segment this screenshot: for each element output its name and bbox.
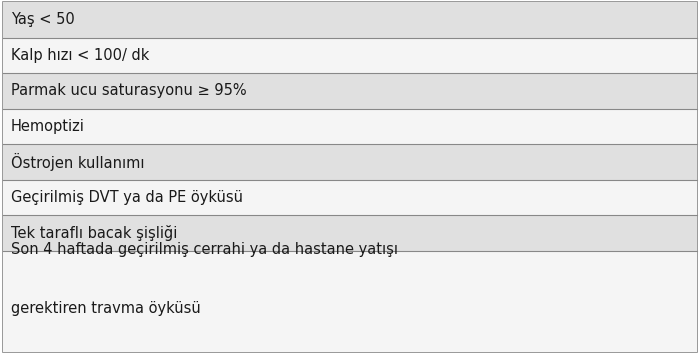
Bar bbox=[3, 109, 697, 144]
Text: Tek taraflı bacak şişliği: Tek taraflı bacak şişliği bbox=[11, 225, 177, 241]
Text: Kalp hızı < 100/ dk: Kalp hızı < 100/ dk bbox=[11, 48, 149, 63]
Text: Geçirilmiş DVT ya da PE öyküsü: Geçirilmiş DVT ya da PE öyküsü bbox=[11, 190, 243, 205]
Bar bbox=[3, 179, 697, 215]
Bar bbox=[3, 73, 697, 109]
Text: Son 4 haftada geçirilmiş cerrahi ya da hastane yatışı

gerektiren travma öyküsü: Son 4 haftada geçirilmiş cerrahi ya da h… bbox=[11, 242, 398, 316]
Bar bbox=[3, 2, 697, 38]
Text: Östrojen kullanımı: Östrojen kullanımı bbox=[11, 153, 144, 171]
Text: Yaş < 50: Yaş < 50 bbox=[11, 12, 75, 27]
Text: Hemoptizi: Hemoptizi bbox=[11, 119, 85, 134]
Bar bbox=[3, 38, 697, 73]
Bar bbox=[3, 215, 697, 251]
Bar bbox=[3, 144, 697, 179]
Text: Parmak ucu saturasyonu ≥ 95%: Parmak ucu saturasyonu ≥ 95% bbox=[11, 83, 246, 98]
Bar bbox=[3, 251, 697, 352]
